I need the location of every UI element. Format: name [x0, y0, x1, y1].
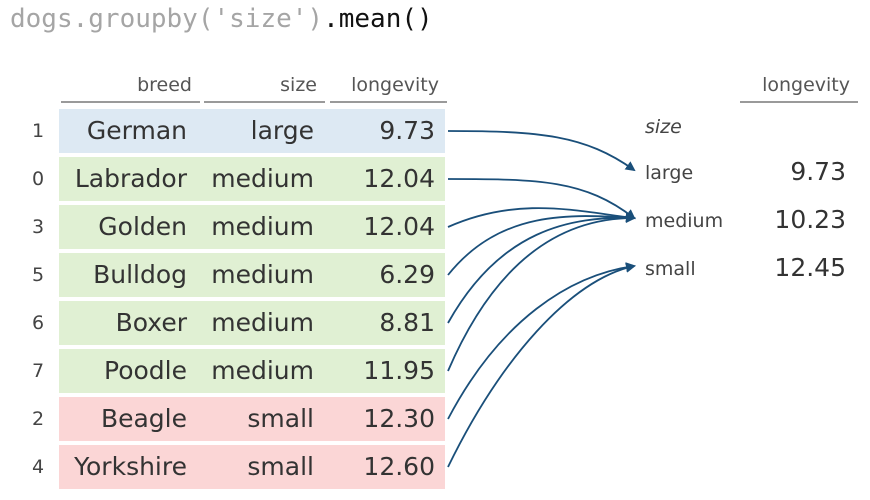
- code-expression: dogs.groupby('size').mean(): [10, 4, 433, 34]
- cell-size: medium: [211, 356, 314, 385]
- cell-breed: Boxer: [115, 308, 187, 337]
- cell-longevity: 12.30: [363, 404, 435, 433]
- arrow-row-golden: [447, 207, 636, 228]
- arrow-row-beagle: [447, 262, 636, 420]
- arrow-row-german: [447, 130, 636, 172]
- cell-size: large: [250, 116, 314, 145]
- cell-breed: Labrador: [74, 164, 187, 193]
- row-index: 2: [31, 408, 45, 430]
- cell-longevity: 12.04: [363, 164, 435, 193]
- table-row: Golden medium 12.04: [59, 205, 445, 249]
- output-group-label: small: [645, 258, 696, 280]
- cell-size: medium: [211, 260, 314, 289]
- row-index: 5: [31, 264, 45, 286]
- row-index: 1: [31, 120, 45, 142]
- code-object: dogs.groupby('size'): [10, 4, 324, 34]
- cell-size: medium: [211, 308, 314, 337]
- cell-longevity: 8.81: [379, 308, 435, 337]
- cell-longevity: 6.29: [379, 260, 435, 289]
- arrow-row-labrador: [447, 178, 636, 220]
- cell-longevity: 12.60: [363, 452, 435, 481]
- table-row: Bulldog medium 6.29: [59, 253, 445, 297]
- arrow-row-yorkshire: [447, 262, 636, 468]
- table-row: Beagle small 12.30: [59, 397, 445, 441]
- cell-breed: Yorkshire: [74, 452, 187, 481]
- cell-longevity: 11.95: [363, 356, 435, 385]
- output-group-value: 9.73: [790, 157, 846, 186]
- table-row: Boxer medium 8.81: [59, 301, 445, 345]
- cell-size: medium: [211, 164, 314, 193]
- cell-breed: Poodle: [104, 356, 187, 385]
- row-index: 0: [31, 168, 45, 190]
- table-row: Poodle medium 11.95: [59, 349, 445, 393]
- code-method: .mean(): [323, 4, 433, 34]
- cell-breed: Beagle: [100, 404, 187, 433]
- output-group-label: medium: [645, 210, 724, 232]
- cell-size: medium: [211, 212, 314, 241]
- cell-breed: German: [86, 116, 187, 145]
- arrow-row-bulldog: [447, 212, 636, 276]
- header-size: size: [204, 72, 325, 103]
- cell-breed: Bulldog: [93, 260, 187, 289]
- cell-size: small: [247, 452, 314, 481]
- header-breed: breed: [61, 72, 200, 103]
- arrow-row-poodle: [447, 213, 636, 372]
- output-header-longevity: longevity: [740, 72, 858, 103]
- row-index: 7: [31, 360, 45, 382]
- row-index: 3: [31, 216, 45, 238]
- output-group-value: 12.45: [774, 253, 846, 282]
- row-index: 4: [31, 456, 45, 478]
- table-row: Labrador medium 12.04: [59, 157, 445, 201]
- table-row: Yorkshire small 12.60: [59, 445, 445, 489]
- cell-breed: Golden: [98, 212, 187, 241]
- cell-longevity: 12.04: [363, 212, 435, 241]
- arrow-row-boxer: [447, 212, 636, 324]
- output-group-value: 10.23: [774, 205, 846, 234]
- row-index: 6: [31, 312, 45, 334]
- header-longevity: longevity: [330, 72, 447, 103]
- output-group-label: large: [645, 162, 694, 184]
- table-row: German large 9.73: [59, 109, 445, 153]
- output-index-name: size: [645, 116, 682, 138]
- cell-longevity: 9.73: [379, 116, 435, 145]
- cell-size: small: [247, 404, 314, 433]
